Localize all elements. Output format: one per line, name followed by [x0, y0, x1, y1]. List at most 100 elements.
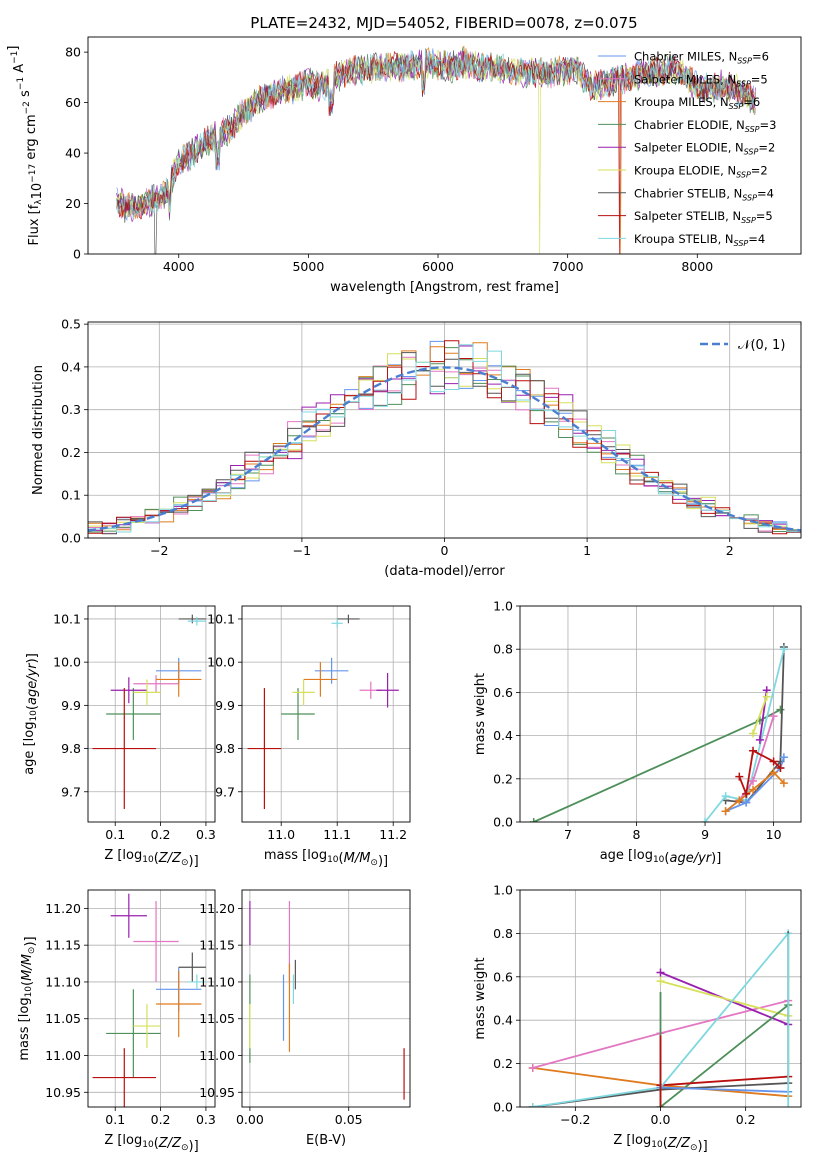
legend-text: Chabrier STELIB, N	[634, 186, 742, 200]
x-axis-label-part: 10	[653, 855, 665, 865]
legend-val: =2	[751, 164, 768, 178]
y-tick-label: 11.00	[45, 1048, 81, 1063]
y-tick-label: 0.0	[493, 1100, 513, 1115]
legend-val: =4	[757, 186, 774, 200]
y-tick-label: 11.05	[199, 1011, 235, 1026]
figure-title: PLATE=2432, MJD=54052, FIBERID=0078, z=0…	[250, 14, 637, 32]
y-tick-label: 11.05	[45, 1011, 81, 1026]
legend-label: Chabrier MILES, NSSP=6	[634, 50, 769, 66]
y-tick-label: 0.1	[61, 488, 81, 503]
x-axis-label-part: (	[339, 851, 344, 866]
legend-text: Kroupa MILES, N	[634, 95, 729, 109]
legend-sub: SSP	[742, 193, 757, 202]
legend-val: =6	[752, 50, 769, 64]
y-axis-label-part: 10	[24, 986, 34, 998]
weight-line	[660, 980, 789, 1017]
panel-spectrum: 4000 5000 6000 7000 8000 0 20 40 60 80 Chabrier MI…	[6, 36, 802, 295]
x-tick-label: 0.0	[651, 1112, 671, 1127]
y-tick-label: 1.0	[493, 883, 513, 898]
x-axis-label: wavelength [Angstrom, rest frame]	[330, 280, 559, 295]
x-tick-label: 11.1	[323, 827, 351, 842]
weight-marker	[769, 768, 778, 777]
weight-marker	[749, 729, 758, 738]
x-axis-label-part: ⊙	[370, 858, 378, 868]
x-tick-label: 9	[701, 827, 709, 842]
plot-area-spectrum	[116, 45, 756, 254]
legend-sub: SSP	[734, 239, 749, 248]
weight-marker	[721, 792, 730, 801]
y-tick-label: 9.9	[215, 698, 235, 713]
y-tick-label: 1.0	[493, 599, 513, 614]
weight-marker	[749, 746, 758, 755]
x-axis-label: mass [log10(M/M⊙)]	[264, 848, 388, 869]
y-tick-label: 11.20	[45, 901, 81, 916]
x-axis-label-part: (data-model)/error	[384, 564, 505, 579]
y-axis-label-part: Flux [f	[27, 204, 42, 245]
x-tick-label: 5000	[292, 259, 324, 274]
weight-marker	[656, 977, 665, 986]
x-axis-label-part: mass [log	[264, 848, 327, 863]
panel-mass_vs_ebv: 0.00 0.05 10.95 11.00 11.05 11.10 11.15 11.20 E(…	[199, 889, 411, 1148]
weight-marker	[749, 776, 758, 785]
y-axis-label-part: (	[20, 981, 35, 986]
weight-line	[660, 1075, 789, 1087]
legend-text: Salpeter ELODIE, N	[634, 141, 744, 155]
axes-frame	[87, 889, 216, 1108]
y-axis-label-part: Normed distribution	[31, 365, 46, 495]
panel-residual_histogram: −2 −1 0 1 2 0.0 0.1 0.2 0.3 0.4 0.5 𝒩(0, 1) (data-mo…	[31, 317, 802, 579]
x-axis-label-part: Z [log	[104, 848, 142, 863]
plot-area-mass_vs_Z	[92, 893, 206, 1107]
weight-line	[659, 1004, 789, 1107]
y-axis-label-part: ⊙	[27, 947, 37, 955]
y-tick-label: 11.15	[199, 938, 235, 953]
y-axis-label-part: age [log	[22, 722, 37, 775]
y-axis-label-part: )]	[23, 936, 38, 946]
x-tick-label: −1	[293, 543, 311, 558]
x-tick-label: 0	[441, 543, 449, 558]
legend-sub: SSP	[744, 148, 759, 157]
x-tick-label: 8	[633, 827, 641, 842]
x-tick-label: 11.0	[267, 827, 295, 842]
y-tick-label: 0.6	[493, 969, 513, 984]
y-axis-label-part: 10	[30, 183, 45, 200]
x-tick-label: −0.2	[560, 1112, 590, 1127]
legend-label: Kroupa ELODIE, NSSP=2	[634, 164, 768, 180]
x-axis-label-part: )]	[711, 851, 721, 866]
legend-text: Salpeter MILES, N	[634, 72, 736, 86]
legend-sub: SSP	[736, 79, 751, 88]
panel-age_vs_Z: 0.1 0.2 0.39.79.89.910.010.1Z [log10(Z/Z⊙)…	[22, 605, 216, 869]
y-tick-label: 0.2	[61, 445, 81, 460]
y-axis-label: Flux [fλ10−17 erg cm−2 s−1 A−1]	[6, 46, 45, 246]
x-tick-label: 7000	[552, 259, 584, 274]
x-axis-label-part: 10	[651, 1140, 663, 1150]
y-tick-label: 0.4	[493, 1013, 513, 1028]
y-tick-label: 9.7	[215, 784, 235, 799]
x-axis-label: E(B-V)	[306, 1133, 346, 1148]
plot-area-age_vs_Z	[92, 614, 206, 810]
x-tick-label: 0.05	[335, 1112, 363, 1127]
weight-line	[533, 708, 781, 822]
x-axis-label-part: wavelength [Angstrom, rest frame]	[330, 280, 559, 295]
x-axis-label-part: Z [log	[613, 1133, 651, 1148]
legend-label: Salpeter ELODIE, NSSP=2	[634, 141, 775, 157]
legend-text: Kroupa STELIB, N	[634, 232, 734, 246]
legend-val: =4	[748, 232, 765, 246]
weight-line	[660, 1086, 789, 1093]
x-axis-label: Z [log10(Z/Z⊙)]	[104, 848, 198, 869]
legend-label: Chabrier ELODIE, NSSP=3	[634, 118, 776, 134]
y-tick-label: 0.6	[493, 685, 513, 700]
y-tick-label: 10.95	[45, 1085, 81, 1100]
x-tick-label: 0.3	[196, 1112, 216, 1127]
y-axis-label-part: A	[12, 64, 27, 77]
y-tick-label: 10.0	[53, 655, 81, 670]
axes-frame	[241, 605, 411, 823]
gaussian-curve	[88, 366, 801, 532]
y-axis-label: mass weight	[473, 957, 488, 1039]
y-axis-label-part: erg cm	[24, 114, 39, 163]
y-tick-label: 80	[65, 45, 81, 60]
y-tick-label: 11.20	[199, 901, 235, 916]
x-axis-label-part: Z/Z	[158, 851, 182, 866]
weight-marker	[769, 757, 778, 766]
x-tick-label: 0.2	[736, 1112, 756, 1127]
